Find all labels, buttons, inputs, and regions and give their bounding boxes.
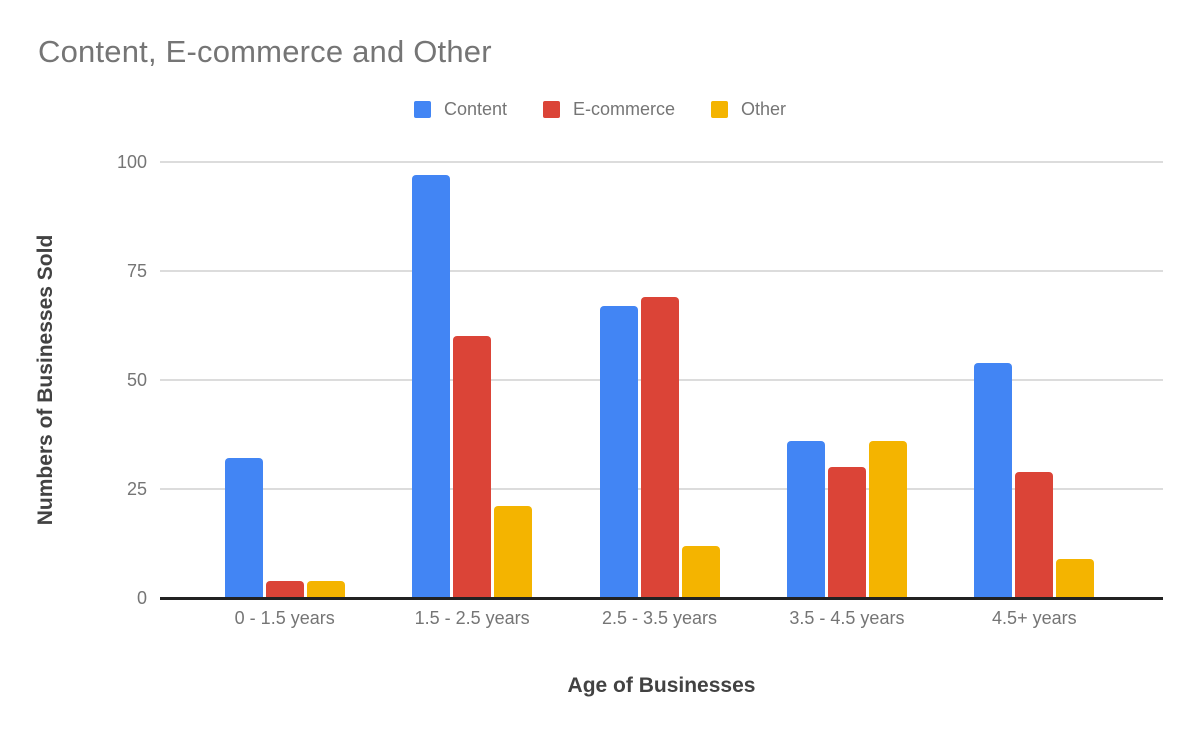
bar-e-commerce bbox=[827, 467, 866, 598]
x-axis-line bbox=[160, 597, 1163, 600]
x-tick-label: 4.5+ years bbox=[992, 608, 1077, 628]
y-tick-label: 25 bbox=[126, 479, 147, 499]
bar-e-commerce bbox=[1015, 471, 1054, 598]
legend-swatch-icon bbox=[413, 101, 431, 118]
bar-group bbox=[941, 162, 1128, 598]
bar-other bbox=[1056, 558, 1095, 598]
bar-content bbox=[224, 458, 263, 598]
bar-other bbox=[494, 506, 533, 598]
bar-other bbox=[306, 580, 345, 598]
x-tick-label: 0 - 1.5 years bbox=[234, 608, 335, 628]
chart-title: Content, E-commerce and Other bbox=[38, 34, 492, 69]
x-tick-label: 3.5 - 4.5 years bbox=[789, 608, 905, 628]
bar-e-commerce bbox=[640, 297, 679, 598]
gridline bbox=[160, 161, 1163, 163]
x-axis-tick-labels: 0 - 1.5 years 1.5 - 2.5 years 2.5 - 3.5 ye… bbox=[191, 608, 1128, 629]
legend-label: Content bbox=[443, 99, 507, 119]
legend-item-e-commerce: E-commerce bbox=[543, 99, 675, 120]
bar-other bbox=[868, 441, 907, 598]
y-tick-label: 50 bbox=[126, 370, 147, 390]
bar-group bbox=[191, 162, 378, 598]
x-axis-title: Age of Businesses bbox=[567, 674, 756, 697]
bars-row bbox=[191, 162, 1128, 598]
legend-label: Other bbox=[741, 99, 787, 119]
y-axis-tick-labels: 0 25 50 75 100 bbox=[85, 153, 147, 607]
gridline bbox=[160, 270, 1163, 272]
bar-group bbox=[753, 162, 940, 598]
plot-area bbox=[160, 161, 1163, 600]
bar-content bbox=[974, 362, 1013, 598]
x-tick-label: 2.5 - 3.5 years bbox=[601, 608, 718, 628]
legend-item-content: Content bbox=[413, 99, 507, 120]
legend-item-other: Other bbox=[711, 99, 786, 120]
y-axis-title: Numbers of Businesses Sold bbox=[34, 234, 57, 526]
y-tick-label: 100 bbox=[116, 152, 147, 172]
y-tick-label: 75 bbox=[126, 261, 147, 281]
legend-label: E-commerce bbox=[573, 99, 676, 119]
bar-content bbox=[412, 175, 451, 598]
bar-group bbox=[378, 162, 565, 598]
bar-content bbox=[599, 305, 638, 598]
legend: Content E-commerce Other bbox=[0, 99, 1200, 120]
bar-other bbox=[681, 545, 720, 598]
bar-group bbox=[566, 162, 753, 598]
y-tick-label: 0 bbox=[136, 588, 147, 608]
bar-e-commerce bbox=[453, 336, 492, 598]
legend-swatch-icon bbox=[711, 101, 729, 118]
x-tick-label: 1.5 - 2.5 years bbox=[414, 608, 530, 628]
bar-e-commerce bbox=[265, 580, 304, 598]
legend-swatch-icon bbox=[543, 101, 560, 118]
bar-content bbox=[786, 441, 825, 598]
